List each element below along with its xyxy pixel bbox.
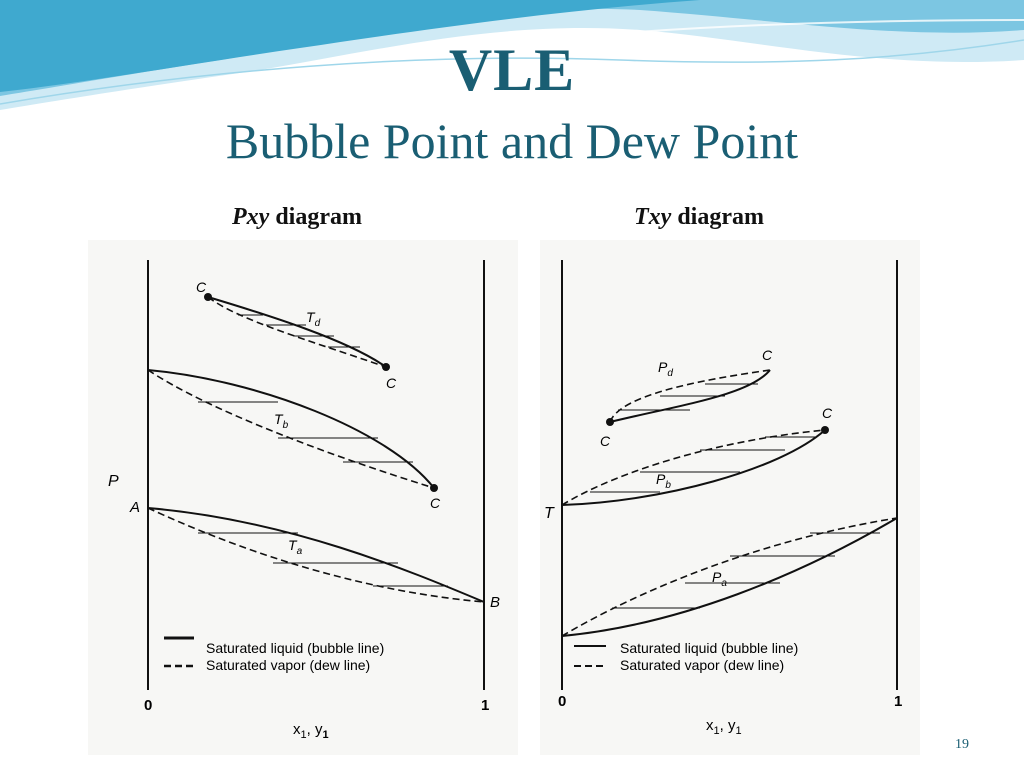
pxy-critical-label-3: C [430,495,441,511]
txy-critical-label-3: C [822,405,833,421]
pxy-point-b: B [490,594,500,611]
txy-critical-label-2: C [762,347,773,363]
pxy-y-axis-label: P [108,473,119,490]
pxy-label-tb: Tb [274,411,289,431]
pxy-label-td: Td [306,309,321,329]
pxy-critical-label-1: C [196,279,207,295]
pxy-label-ta: Ta [288,537,303,557]
txy-tick-0: 0 [558,693,566,710]
txy-tick-1: 1 [894,693,902,710]
pxy-tick-0: 0 [144,697,152,714]
pxy-critical-label-2: C [386,375,397,391]
txy-x-axis-label: x1, y1 [706,717,742,737]
txy-curve-pb [561,426,829,506]
pxy-legend-liquid: Saturated liquid (bubble line) [206,640,384,656]
pxy-x-axis-label: x1, y1 [293,721,329,741]
txy-legend-vapor: Saturated vapor (dew line) [620,657,784,673]
slide-subtitle: Bubble Point and Dew Point [225,113,799,169]
page-number: 19 [955,737,969,752]
txy-label-pa: Pa [712,569,727,589]
pxy-curve-td [204,293,390,371]
pxy-curve-tb [147,369,438,492]
pxy-tick-1: 1 [481,697,489,714]
txy-critical-label-1: C [600,433,611,449]
slide-title: VLE [448,37,576,103]
pxy-legend-vapor: Saturated vapor (dew line) [206,657,370,673]
txy-legend-liquid: Saturated liquid (bubble line) [620,640,798,656]
txy-curve-pd [606,369,771,426]
pxy-point-a: A [129,499,140,516]
txy-diagram: C C Pd C Pb Pa T Saturated liquid (bubbl… [540,240,920,755]
txy-label-pd: Pd [658,359,673,379]
txy-label-pb: Pb [656,471,671,491]
txy-caption: Txy diagram [634,204,764,230]
txy-curve-pa [561,517,898,637]
pxy-caption: Pxy diagram [232,204,362,230]
txy-y-axis-label: T [544,505,555,522]
pxy-diagram: C C Td C Tb A B Ta P Saturated liquid (b… [88,240,518,755]
pxy-curve-ta [147,507,485,603]
